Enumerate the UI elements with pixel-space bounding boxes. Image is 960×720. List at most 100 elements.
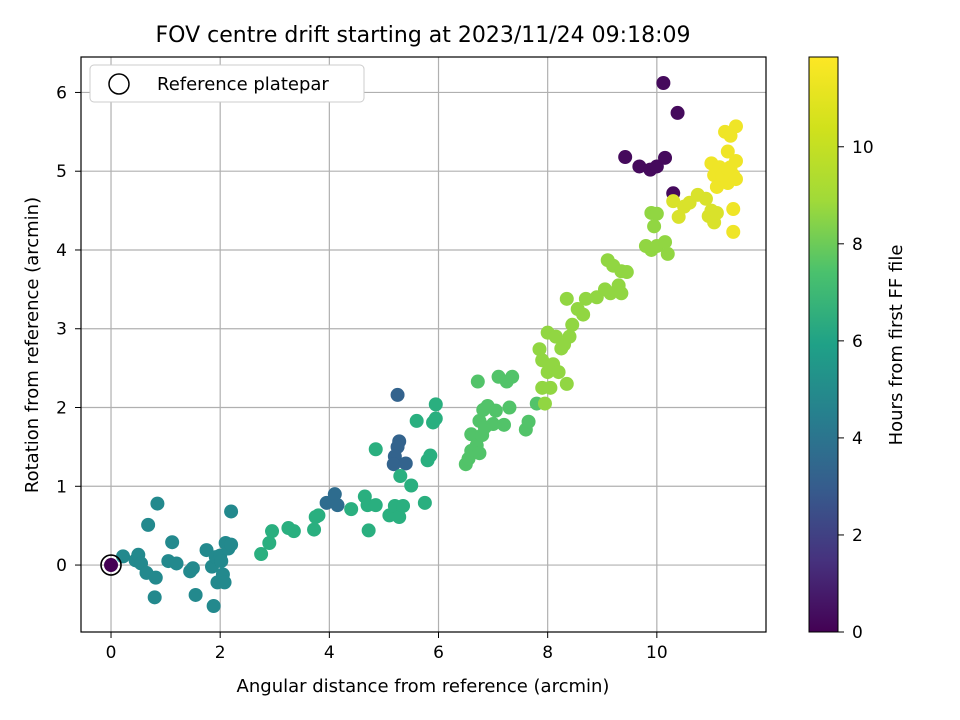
data-point: [658, 150, 673, 165]
data-point: [647, 219, 662, 234]
y-tick-label: 0: [56, 556, 67, 576]
data-point: [116, 549, 131, 564]
colorbar-ticks: 0 2 4 6 8 10: [838, 138, 874, 643]
data-point: [532, 342, 547, 357]
data-point: [559, 291, 574, 306]
data-point: [169, 556, 184, 571]
data-point: [472, 446, 487, 461]
data-point: [254, 547, 269, 562]
legend-box: [89, 64, 365, 103]
data-point: [521, 414, 536, 429]
y-axis-ticks: 0 1 2 3 4 5 6: [56, 83, 81, 576]
data-point: [361, 523, 376, 538]
data-points: [104, 75, 743, 614]
x-axis-label: Angular distance from reference (arcmin): [237, 676, 610, 697]
colorbar-tick-label: 6: [852, 332, 863, 352]
legend: Reference platepar: [89, 64, 365, 103]
data-point: [614, 286, 629, 301]
data-point: [658, 235, 673, 250]
data-point: [698, 191, 713, 206]
data-point: [488, 403, 503, 418]
legend-entry-reference: Reference platepar: [157, 74, 329, 95]
data-point: [656, 75, 671, 90]
y-axis-label: Rotation from reference (arcmin): [22, 197, 43, 493]
data-point: [618, 150, 633, 165]
data-point: [386, 457, 401, 472]
data-point: [141, 517, 156, 532]
data-point: [670, 105, 685, 120]
data-point: [148, 570, 163, 585]
data-point: [632, 159, 647, 174]
data-point: [368, 498, 383, 513]
data-point: [726, 224, 741, 239]
data-point: [393, 469, 408, 484]
data-point: [543, 380, 558, 395]
colorbar-label: Hours from first FF file: [886, 245, 907, 446]
data-point: [537, 396, 552, 411]
x-tick-label: 10: [646, 643, 668, 663]
data-point: [185, 561, 200, 576]
data-point: [505, 369, 520, 384]
legend-marker-icon: [108, 73, 130, 95]
data-point: [396, 498, 411, 513]
data-point: [423, 448, 438, 463]
data-point: [464, 427, 479, 442]
data-point: [726, 202, 741, 217]
colorbar-tick-label: 10: [852, 138, 874, 158]
x-tick-label: 8: [542, 643, 553, 663]
data-point: [728, 172, 743, 187]
data-point: [576, 307, 591, 322]
colorbar-tick-label: 2: [852, 526, 863, 546]
data-point: [104, 558, 119, 573]
data-point: [671, 209, 686, 224]
data-point: [224, 537, 239, 552]
data-point: [497, 417, 512, 432]
data-point: [428, 397, 443, 412]
data-point: [262, 535, 277, 550]
data-point: [392, 510, 407, 524]
x-tick-label: 4: [324, 643, 335, 663]
data-point: [720, 144, 735, 159]
data-point: [565, 317, 580, 332]
data-point: [720, 161, 735, 176]
data-point: [368, 442, 383, 457]
y-tick-label: 3: [56, 320, 67, 340]
x-tick-label: 0: [106, 643, 117, 663]
data-point: [409, 413, 424, 428]
chart-title: FOV centre drift starting at 2023/11/24 …: [156, 23, 691, 48]
data-point: [619, 265, 634, 280]
y-tick-label: 2: [56, 399, 67, 419]
grid: [81, 57, 766, 632]
data-point: [327, 487, 342, 502]
data-point: [307, 522, 322, 537]
data-point: [265, 524, 280, 539]
x-tick-label: 2: [215, 643, 226, 663]
data-point: [214, 554, 229, 569]
data-point: [344, 502, 359, 517]
data-point: [398, 456, 413, 471]
data-point: [666, 194, 681, 209]
data-point: [649, 206, 664, 221]
y-tick-label: 6: [56, 83, 67, 103]
data-point: [551, 365, 566, 380]
data-point: [286, 524, 301, 539]
data-point: [330, 498, 345, 513]
y-tick-label: 5: [56, 162, 67, 182]
data-point: [728, 119, 743, 134]
y-tick-label: 4: [56, 241, 67, 261]
data-point: [428, 411, 443, 426]
data-point: [311, 508, 326, 523]
data-point: [417, 495, 432, 510]
x-axis-ticks: 0 2 4 6 8 10: [106, 632, 668, 663]
colorbar-tick-label: 0: [852, 623, 863, 643]
data-point: [660, 246, 675, 261]
data-point: [224, 504, 239, 519]
data-point: [390, 387, 405, 402]
x-tick-label: 6: [433, 643, 444, 663]
data-point: [147, 590, 162, 605]
data-point: [470, 374, 485, 389]
data-point: [502, 400, 517, 415]
data-point: [150, 496, 165, 511]
data-point: [165, 535, 180, 550]
